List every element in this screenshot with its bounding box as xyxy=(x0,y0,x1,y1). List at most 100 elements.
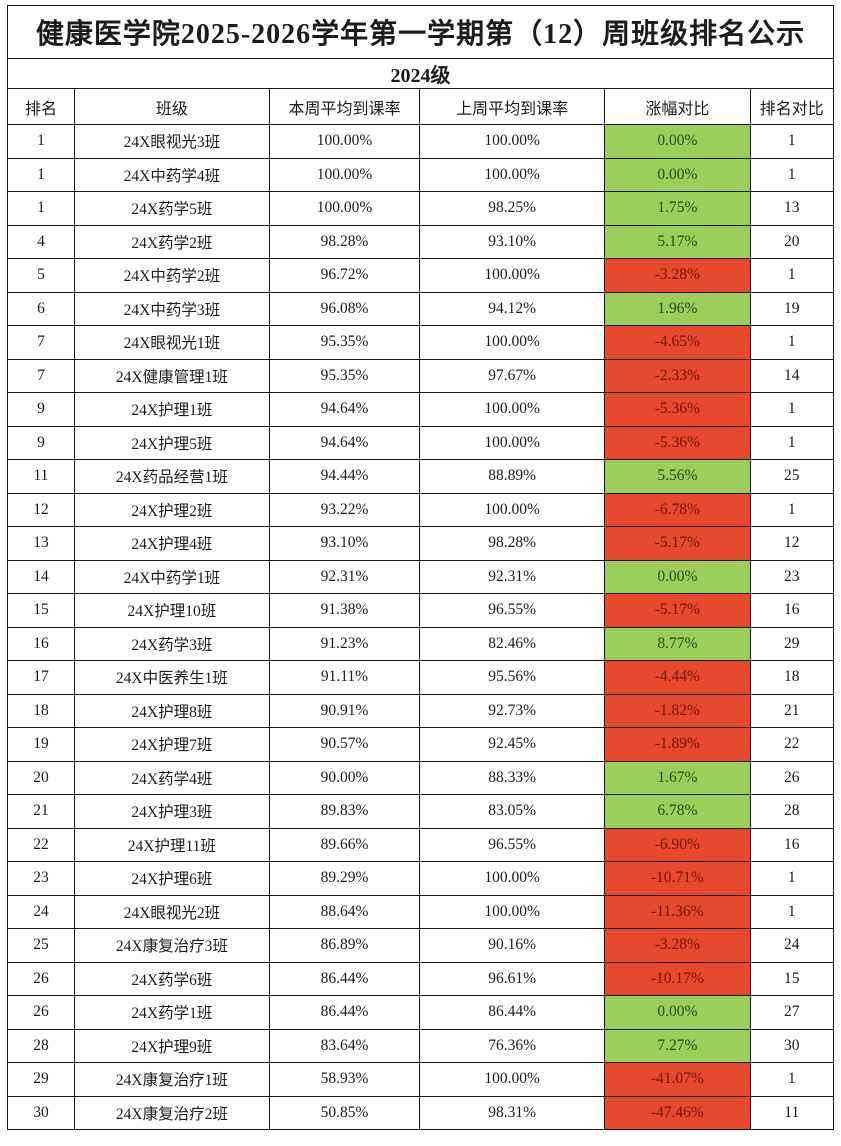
rank-compare-cell: 1 xyxy=(749,492,835,527)
class-cell: 24X药学5班 xyxy=(73,191,270,226)
last-week-rate-cell: 100.00% xyxy=(419,894,606,929)
this-week-rate-cell: 95.35% xyxy=(268,325,421,360)
table-header-row: 排名 班级 本周平均到课率 上周平均到课率 涨幅对比 排名对比 xyxy=(7,88,835,125)
last-week-rate-cell: 100.00% xyxy=(419,124,606,159)
header-rank-compare: 排名对比 xyxy=(749,88,835,125)
class-cell: 24X药学2班 xyxy=(73,224,270,259)
rank-cell: 26 xyxy=(7,995,75,1030)
last-week-rate-cell: 97.67% xyxy=(419,358,606,393)
rank-cell: 26 xyxy=(7,961,75,996)
table-row: 12 24X护理2班 93.22% 100.00% -6.78% 1 xyxy=(7,492,835,527)
last-week-rate-cell: 88.33% xyxy=(419,760,606,795)
class-cell: 24X眼视光1班 xyxy=(73,325,270,360)
header-change: 涨幅对比 xyxy=(604,88,751,125)
rank-cell: 7 xyxy=(7,325,75,360)
last-week-rate-cell: 100.00% xyxy=(419,861,606,896)
class-cell: 24X中医养生1班 xyxy=(73,660,270,695)
table-row: 9 24X护理5班 94.64% 100.00% -5.36% 1 xyxy=(7,425,835,460)
rank-compare-cell: 30 xyxy=(749,1028,835,1063)
table-row: 25 24X康复治疗3班 86.89% 90.16% -3.28% 24 xyxy=(7,928,835,963)
rank-cell: 28 xyxy=(7,1028,75,1063)
this-week-rate-cell: 83.64% xyxy=(268,1028,421,1063)
rank-compare-cell: 21 xyxy=(749,693,835,728)
rank-compare-cell: 14 xyxy=(749,358,835,393)
class-cell: 24X护理4班 xyxy=(73,526,270,561)
header-last-week-rate: 上周平均到课率 xyxy=(419,88,606,125)
last-week-rate-cell: 98.25% xyxy=(419,191,606,226)
rank-compare-cell: 1 xyxy=(749,425,835,460)
this-week-rate-cell: 88.64% xyxy=(268,894,421,929)
change-cell: -1.89% xyxy=(604,727,751,762)
this-week-rate-cell: 89.29% xyxy=(268,861,421,896)
rank-compare-cell: 26 xyxy=(749,760,835,795)
class-cell: 24X中药学1班 xyxy=(73,559,270,594)
last-week-rate-cell: 86.44% xyxy=(419,995,606,1030)
grade-label: 2024级 xyxy=(7,58,834,89)
table-row: 26 24X药学1班 86.44% 86.44% 0.00% 27 xyxy=(7,995,835,1030)
rank-compare-cell: 29 xyxy=(749,626,835,661)
ranking-announcement: 健康医学院2025-2026学年第一学期第（12）周班级排名公示 2024级 排… xyxy=(7,5,835,1130)
change-cell: -5.17% xyxy=(604,593,751,628)
last-week-rate-cell: 92.31% xyxy=(419,559,606,594)
rank-compare-cell: 20 xyxy=(749,224,835,259)
this-week-rate-cell: 95.35% xyxy=(268,358,421,393)
rank-compare-cell: 28 xyxy=(749,794,835,829)
last-week-rate-cell: 96.55% xyxy=(419,593,606,628)
this-week-rate-cell: 89.66% xyxy=(268,827,421,862)
rank-compare-cell: 1 xyxy=(749,1062,835,1097)
this-week-rate-cell: 94.44% xyxy=(268,459,421,494)
this-week-rate-cell: 86.44% xyxy=(268,961,421,996)
change-cell: -5.17% xyxy=(604,526,751,561)
rank-cell: 24 xyxy=(7,894,75,929)
this-week-rate-cell: 91.11% xyxy=(268,660,421,695)
this-week-rate-cell: 90.91% xyxy=(268,693,421,728)
rank-compare-cell: 1 xyxy=(749,124,835,159)
table-row: 9 24X护理1班 94.64% 100.00% -5.36% 1 xyxy=(7,392,835,427)
change-cell: -2.33% xyxy=(604,358,751,393)
this-week-rate-cell: 58.93% xyxy=(268,1062,421,1097)
rank-compare-cell: 22 xyxy=(749,727,835,762)
rank-compare-cell: 15 xyxy=(749,961,835,996)
table-row: 26 24X药学6班 86.44% 96.61% -10.17% 15 xyxy=(7,961,835,996)
last-week-rate-cell: 100.00% xyxy=(419,492,606,527)
rank-compare-cell: 16 xyxy=(749,827,835,862)
last-week-rate-cell: 82.46% xyxy=(419,626,606,661)
class-cell: 24X护理11班 xyxy=(73,827,270,862)
rank-compare-cell: 19 xyxy=(749,291,835,326)
class-cell: 24X药学4班 xyxy=(73,760,270,795)
class-cell: 24X护理9班 xyxy=(73,1028,270,1063)
rank-cell: 7 xyxy=(7,358,75,393)
table-row: 19 24X护理7班 90.57% 92.45% -1.89% 22 xyxy=(7,727,835,762)
rank-cell: 15 xyxy=(7,593,75,628)
this-week-rate-cell: 100.00% xyxy=(268,191,421,226)
rank-cell: 29 xyxy=(7,1062,75,1097)
change-cell: 5.17% xyxy=(604,224,751,259)
this-week-rate-cell: 86.44% xyxy=(268,995,421,1030)
table-row: 13 24X护理4班 93.10% 98.28% -5.17% 12 xyxy=(7,526,835,561)
this-week-rate-cell: 91.38% xyxy=(268,593,421,628)
last-week-rate-cell: 94.12% xyxy=(419,291,606,326)
class-cell: 24X药学6班 xyxy=(73,961,270,996)
this-week-rate-cell: 96.72% xyxy=(268,258,421,293)
last-week-rate-cell: 92.45% xyxy=(419,727,606,762)
last-week-rate-cell: 76.36% xyxy=(419,1028,606,1063)
table-row: 28 24X护理9班 83.64% 76.36% 7.27% 30 xyxy=(7,1028,835,1063)
class-cell: 24X药学3班 xyxy=(73,626,270,661)
this-week-rate-cell: 50.85% xyxy=(268,1095,421,1130)
class-cell: 24X中药学4班 xyxy=(73,157,270,192)
rank-cell: 4 xyxy=(7,224,75,259)
class-cell: 24X康复治疗3班 xyxy=(73,928,270,963)
change-cell: -1.82% xyxy=(604,693,751,728)
class-cell: 24X眼视光3班 xyxy=(73,124,270,159)
table-row: 1 24X眼视光3班 100.00% 100.00% 0.00% 1 xyxy=(7,124,835,159)
change-cell: -3.28% xyxy=(604,258,751,293)
rank-cell: 1 xyxy=(7,191,75,226)
last-week-rate-cell: 98.31% xyxy=(419,1095,606,1130)
class-cell: 24X康复治疗2班 xyxy=(73,1095,270,1130)
page-title: 健康医学院2025-2026学年第一学期第（12）周班级排名公示 xyxy=(7,5,834,59)
rank-compare-cell: 27 xyxy=(749,995,835,1030)
class-cell: 24X药品经营1班 xyxy=(73,459,270,494)
table-row: 20 24X药学4班 90.00% 88.33% 1.67% 26 xyxy=(7,760,835,795)
class-cell: 24X眼视光2班 xyxy=(73,894,270,929)
header-rank: 排名 xyxy=(7,88,75,125)
